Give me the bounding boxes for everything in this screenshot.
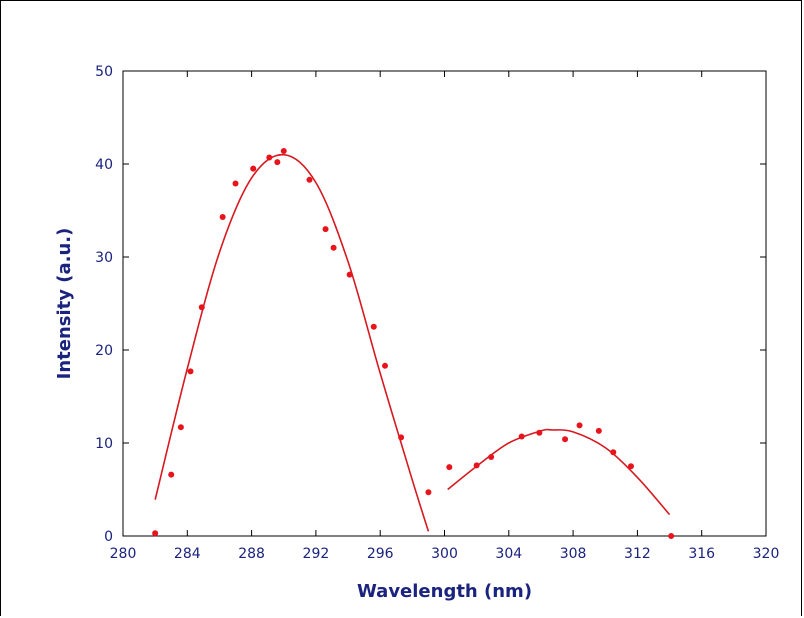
x-tick-label: 320 — [753, 546, 780, 562]
data-point — [488, 453, 495, 460]
axis-ticks — [122, 70, 767, 537]
fit-curve-1 — [154, 153, 430, 532]
data-point — [168, 471, 175, 478]
data-point — [576, 422, 583, 429]
data-point — [398, 434, 405, 441]
data-point — [668, 533, 675, 539]
data-point — [446, 464, 453, 471]
data-point — [346, 271, 353, 278]
data-point — [322, 226, 329, 233]
fit-curves — [154, 153, 671, 532]
x-tick-label: 296 — [367, 546, 394, 562]
data-point — [562, 436, 569, 443]
data-point — [595, 427, 602, 434]
y-tick-label: 30 — [95, 250, 113, 266]
y-axis-title: Intensity (a.u.) — [54, 228, 75, 380]
data-point — [518, 433, 525, 440]
x-tick-label: 308 — [560, 546, 587, 562]
data-point — [306, 176, 313, 183]
data-point — [610, 449, 617, 456]
y-tick-label: 20 — [95, 343, 113, 359]
data-points — [152, 147, 675, 539]
y-tick-label: 50 — [95, 64, 113, 80]
data-point — [370, 323, 377, 330]
tick-labels: 280 284 288 292 296 300 304 308 312 316 320 0 10 20 30… — [95, 64, 779, 562]
x-tick-label: 304 — [495, 546, 522, 562]
data-point — [536, 429, 543, 436]
x-tick-label: 300 — [431, 546, 458, 562]
x-axis-title: Wavelength (nm) — [357, 581, 532, 602]
data-point — [425, 489, 432, 496]
fit-curve-2 — [447, 428, 671, 516]
data-point — [198, 304, 205, 311]
plot-area — [122, 70, 767, 537]
data-point — [266, 154, 273, 161]
x-tick-label: 288 — [238, 546, 265, 562]
data-point — [187, 368, 194, 375]
data-point — [330, 244, 337, 251]
data-point — [280, 147, 287, 154]
y-tick-label: 0 — [104, 529, 113, 545]
data-point — [382, 362, 389, 369]
data-point — [232, 180, 239, 187]
y-tick-label: 10 — [95, 436, 113, 452]
x-tick-label: 292 — [303, 546, 330, 562]
data-point — [274, 159, 281, 166]
x-tick-label: 284 — [174, 546, 201, 562]
x-tick-label: 280 — [110, 546, 137, 562]
data-point — [473, 462, 480, 469]
data-point — [177, 424, 184, 431]
x-tick-label: 312 — [624, 546, 651, 562]
x-tick-label: 316 — [688, 546, 715, 562]
data-point — [219, 214, 226, 221]
data-point — [152, 530, 159, 537]
data-point — [250, 165, 257, 172]
data-point — [627, 463, 634, 470]
y-tick-label: 40 — [95, 157, 113, 173]
